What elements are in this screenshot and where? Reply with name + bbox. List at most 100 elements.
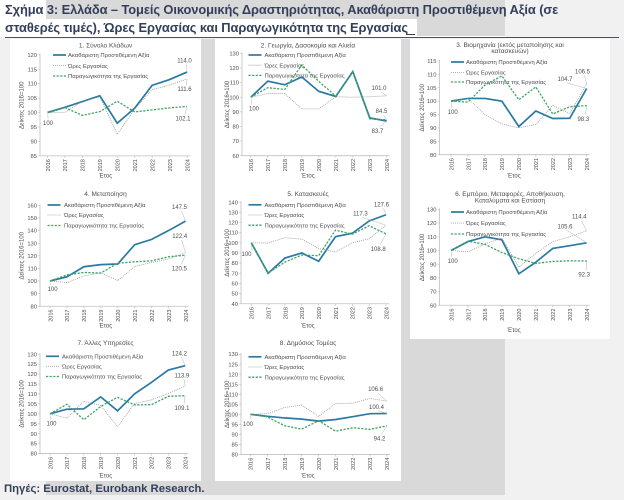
svg-text:Παραγωγικότητα της Εργασίας: Παραγωγικότητα της Εργασίας (466, 79, 546, 86)
svg-text:2021: 2021 (133, 457, 139, 469)
svg-text:127.6: 127.6 (374, 203, 390, 209)
svg-text:105: 105 (427, 86, 437, 92)
svg-text:98.3: 98.3 (578, 117, 590, 123)
svg-text:3. Βιομηχανία (εκτός μεταποίησ: 3. Βιομηχανία (εκτός μεταποίησης και (456, 41, 564, 49)
svg-text:Δείκτες 2016=100: Δείκτες 2016=100 (225, 80, 231, 128)
svg-text:110: 110 (230, 81, 239, 87)
svg-text:120.5: 120.5 (172, 267, 188, 273)
svg-text:2019: 2019 (300, 159, 306, 171)
svg-text:Δείκτες 2016=100: Δείκτες 2016=100 (225, 229, 231, 277)
svg-text:2020: 2020 (317, 307, 323, 319)
svg-text:95: 95 (430, 113, 436, 119)
svg-text:122.4: 122.4 (172, 234, 188, 240)
svg-text:2022: 2022 (551, 158, 557, 170)
svg-text:120: 120 (228, 372, 238, 378)
svg-text:2019: 2019 (300, 307, 306, 319)
svg-text:130: 130 (27, 352, 37, 358)
svg-text:100: 100 (48, 287, 59, 293)
svg-text:100: 100 (228, 412, 238, 418)
svg-text:2021: 2021 (133, 310, 139, 322)
svg-text:100: 100 (243, 422, 254, 428)
svg-text:2021: 2021 (133, 159, 139, 171)
svg-text:Ώρες Εργασίας: Ώρες Εργασίας (61, 365, 102, 371)
svg-text:2017: 2017 (65, 457, 71, 469)
svg-text:Ώρες Εργασίας: Ώρες Εργασίας (264, 63, 305, 69)
svg-text:2017: 2017 (266, 458, 272, 470)
svg-text:2018: 2018 (483, 309, 489, 321)
svg-text:Ακαθάριστη Προστιθέμενη Αξία: Ακαθάριστη Προστιθέμενη Αξία (62, 354, 144, 361)
svg-text:110: 110 (28, 392, 37, 398)
svg-text:105: 105 (228, 402, 238, 408)
svg-text:2017: 2017 (266, 307, 272, 319)
svg-text:100.4: 100.4 (369, 405, 385, 411)
svg-text:2019: 2019 (98, 159, 104, 171)
svg-text:80: 80 (430, 276, 436, 282)
svg-text:7. Άλλες Υπηρεσίες: 7. Άλλες Υπηρεσίες (78, 339, 134, 347)
svg-text:2024: 2024 (585, 158, 591, 170)
svg-text:85: 85 (31, 154, 37, 160)
svg-text:140: 140 (228, 200, 238, 206)
svg-text:120: 120 (27, 53, 37, 59)
svg-text:90: 90 (233, 110, 239, 116)
svg-text:Παραγωγικότητα της Εργασίας: Παραγωγικότητα της Εργασίας (265, 73, 345, 80)
svg-text:2020: 2020 (116, 457, 122, 469)
svg-text:Δείκτες 2016=100: Δείκτες 2016=100 (20, 379, 26, 427)
svg-text:2017: 2017 (266, 159, 272, 171)
svg-text:140: 140 (27, 229, 37, 235)
svg-text:Δείκτες 2016=100: Δείκτες 2016=100 (20, 81, 26, 129)
svg-text:Έτος: Έτος (300, 474, 314, 480)
svg-text:2016: 2016 (48, 310, 54, 322)
svg-text:90: 90 (430, 262, 436, 268)
svg-text:147.5: 147.5 (172, 205, 188, 211)
svg-text:80: 80 (430, 153, 436, 159)
svg-text:60: 60 (232, 282, 238, 288)
svg-text:2024: 2024 (585, 309, 591, 321)
svg-text:95: 95 (31, 422, 37, 428)
svg-text:115: 115 (28, 382, 37, 388)
svg-text:Παραγωγικότητα της Εργασίας: Παραγωγικότητα της Εργασίας (62, 374, 142, 381)
svg-text:130: 130 (427, 208, 437, 214)
svg-text:100: 100 (27, 111, 37, 117)
svg-text:Έτος: Έτος (98, 174, 112, 180)
svg-text:Δείκτες 2016=100: Δείκτες 2016=100 (20, 231, 26, 279)
svg-text:2022: 2022 (351, 159, 357, 171)
svg-text:90: 90 (31, 140, 37, 146)
svg-text:2020: 2020 (116, 310, 122, 322)
svg-text:2017: 2017 (63, 159, 69, 171)
svg-text:2016: 2016 (250, 307, 256, 319)
svg-text:2022: 2022 (150, 457, 156, 469)
svg-text:110: 110 (427, 235, 436, 241)
svg-text:2018: 2018 (483, 158, 489, 170)
svg-text:70: 70 (233, 139, 239, 145)
svg-text:2021: 2021 (334, 307, 340, 319)
svg-text:Παραγωγικότητα της Εργασίας: Παραγωγικότητα της Εργασίας (265, 374, 345, 381)
svg-text:2016: 2016 (249, 458, 255, 470)
svg-text:100: 100 (43, 121, 54, 127)
svg-text:5. Κατασκευές: 5. Κατασκευές (287, 190, 328, 198)
svg-text:120: 120 (229, 66, 239, 72)
svg-text:110: 110 (28, 82, 37, 88)
svg-text:Ακαθάριστη Προστιθέμενη Αξία: Ακαθάριστη Προστιθέμενη Αξία (466, 209, 548, 216)
svg-text:120: 120 (427, 221, 437, 227)
svg-text:2023: 2023 (368, 159, 374, 171)
svg-text:110: 110 (229, 392, 238, 398)
svg-text:Ώρες Εργασίας: Ώρες Εργασίας (63, 213, 104, 219)
svg-text:109.1: 109.1 (174, 406, 190, 412)
svg-text:Καταλύματα και Εστίαση: Καταλύματα και Εστίαση (475, 196, 546, 204)
svg-text:160: 160 (27, 203, 37, 209)
svg-text:2020: 2020 (116, 159, 122, 171)
svg-text:150: 150 (27, 216, 37, 222)
svg-text:100: 100 (27, 412, 37, 418)
svg-text:105: 105 (27, 96, 37, 102)
svg-text:8. Δημόσιος Τομέας: 8. Δημόσιος Τομέας (280, 339, 336, 347)
svg-text:114.0: 114.0 (177, 59, 192, 65)
svg-text:2024: 2024 (385, 159, 391, 171)
svg-text:2018: 2018 (82, 457, 88, 469)
svg-text:130: 130 (229, 51, 239, 57)
svg-text:100: 100 (27, 279, 37, 285)
svg-text:90: 90 (31, 292, 37, 298)
svg-text:2. Γεωργία, Δασοκομία και Αλιε: 2. Γεωργία, Δασοκομία και Αλιεία (261, 41, 356, 49)
svg-text:100: 100 (249, 107, 260, 113)
svg-text:2021: 2021 (534, 309, 540, 321)
svg-text:84.5: 84.5 (376, 109, 388, 115)
